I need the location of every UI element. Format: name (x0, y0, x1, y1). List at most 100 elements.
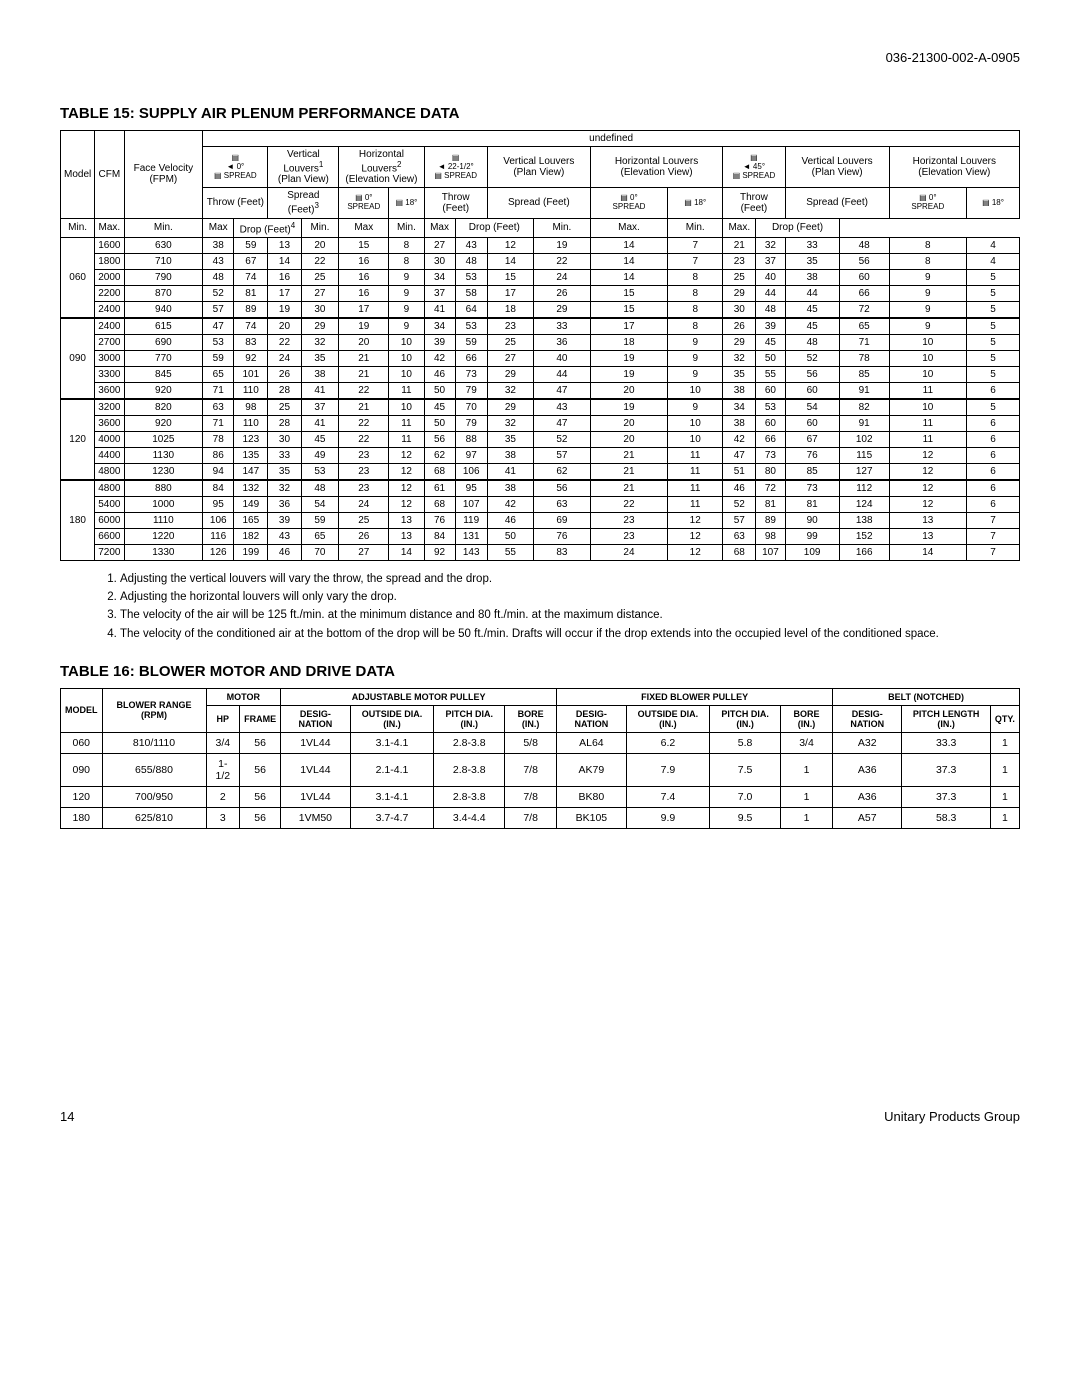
data-cell: 35 (268, 463, 301, 480)
data-cell: 127 (839, 463, 889, 480)
data-cell: 48 (301, 480, 339, 497)
data-cell: 45 (785, 318, 839, 335)
cfm-cell: 2400 (95, 301, 124, 318)
data-cell: 35 (785, 253, 839, 269)
cfm-cell: 4400 (95, 447, 124, 463)
data-cell: 74 (234, 269, 268, 285)
data-cell: 32 (756, 237, 785, 253)
fv-cell: 690 (124, 334, 203, 350)
data-cell: 16 (339, 253, 389, 269)
data-cell: 20 (590, 415, 667, 431)
data-cell: 59 (301, 512, 339, 528)
data-cell: 11 (668, 496, 723, 512)
data-cell: 81 (756, 496, 785, 512)
drop-icon-22a: ▤ 0°SPREAD (590, 188, 667, 218)
cfm-cell: 4800 (95, 480, 124, 497)
data-cell: 27 (339, 544, 389, 560)
data-cell: 1 (780, 753, 832, 786)
data-cell: 165 (234, 512, 268, 528)
footer-group: Unitary Products Group (884, 1109, 1020, 1124)
data-cell: 29 (301, 318, 339, 335)
data-cell: 50 (756, 350, 785, 366)
cfm-cell: 3600 (95, 415, 124, 431)
data-cell: 82 (839, 399, 889, 416)
data-cell: 81 (234, 285, 268, 301)
data-cell: 5 (967, 399, 1020, 416)
data-cell: 625/810 (102, 807, 206, 828)
data-cell: 700/950 (102, 786, 206, 807)
data-cell: 95 (455, 480, 487, 497)
data-cell: 23 (487, 318, 533, 335)
data-cell: 85 (839, 366, 889, 382)
data-cell: 44 (756, 285, 785, 301)
data-cell: 29 (534, 301, 591, 318)
data-cell: 92 (424, 544, 455, 560)
table-row: 090655/8801-1/2561VL442.1-4.12.8-3.87/8A… (61, 753, 1020, 786)
fv-cell: 1130 (124, 447, 203, 463)
data-cell: 102 (839, 431, 889, 447)
data-cell: 53 (756, 399, 785, 416)
data-cell: 9.5 (710, 807, 781, 828)
data-cell: 58.3 (902, 807, 990, 828)
data-cell: 8 (389, 237, 424, 253)
data-cell: 12 (889, 496, 966, 512)
data-cell: 110 (234, 415, 268, 431)
data-cell: 22 (534, 253, 591, 269)
data-cell: 132 (234, 480, 268, 497)
data-cell: 60 (785, 382, 839, 399)
data-cell: 22 (590, 496, 667, 512)
data-cell: 50 (487, 528, 533, 544)
data-cell: 6 (967, 415, 1020, 431)
data-cell: 39 (756, 318, 785, 335)
data-cell: 64 (455, 301, 487, 318)
data-cell: 63 (534, 496, 591, 512)
data-cell: 73 (756, 447, 785, 463)
data-cell: 9.9 (626, 807, 710, 828)
data-cell: 18 (590, 334, 667, 350)
data-cell: 43 (268, 528, 301, 544)
data-cell: 51 (723, 463, 756, 480)
note-item: Adjusting the horizontal louvers will on… (120, 589, 1020, 606)
data-cell: 21 (339, 350, 389, 366)
data-cell: 53 (301, 463, 339, 480)
data-cell: 119 (455, 512, 487, 528)
data-cell: 72 (839, 301, 889, 318)
data-cell: 56 (240, 753, 281, 786)
data-cell: 3/4 (780, 732, 832, 753)
data-cell: A36 (833, 753, 902, 786)
data-cell: 46 (723, 480, 756, 497)
data-cell: 12 (889, 447, 966, 463)
data-cell: 21 (590, 463, 667, 480)
data-cell: 43 (455, 237, 487, 253)
data-cell: 63 (203, 399, 234, 416)
data-cell: 4 (967, 237, 1020, 253)
data-cell: 57 (534, 447, 591, 463)
data-cell: 10 (668, 382, 723, 399)
data-cell: 65 (839, 318, 889, 335)
data-cell: 15 (590, 285, 667, 301)
data-cell: 3.7-4.7 (350, 807, 434, 828)
data-cell: 26 (339, 528, 389, 544)
table15-notes: Adjusting the vertical louvers will vary… (80, 571, 1020, 643)
data-cell: 9 (389, 285, 424, 301)
data-cell: 16 (339, 269, 389, 285)
data-cell: 69 (534, 512, 591, 528)
data-cell: 060 (61, 732, 103, 753)
fv-cell: 1330 (124, 544, 203, 560)
data-cell: 21 (590, 480, 667, 497)
data-cell: 60 (756, 415, 785, 431)
data-cell: 6 (967, 496, 1020, 512)
data-cell: 21 (723, 237, 756, 253)
data-cell: 30 (301, 301, 339, 318)
data-cell: 2.1-4.1 (350, 753, 434, 786)
data-cell: 16 (268, 269, 301, 285)
data-cell: 21 (339, 399, 389, 416)
data-cell: 46 (487, 512, 533, 528)
data-cell: 7 (668, 237, 723, 253)
data-cell: 72 (756, 480, 785, 497)
fv-cell: 1220 (124, 528, 203, 544)
data-cell: 10 (889, 366, 966, 382)
data-cell: 10 (389, 366, 424, 382)
data-cell: 44 (785, 285, 839, 301)
data-cell: 5 (967, 269, 1020, 285)
